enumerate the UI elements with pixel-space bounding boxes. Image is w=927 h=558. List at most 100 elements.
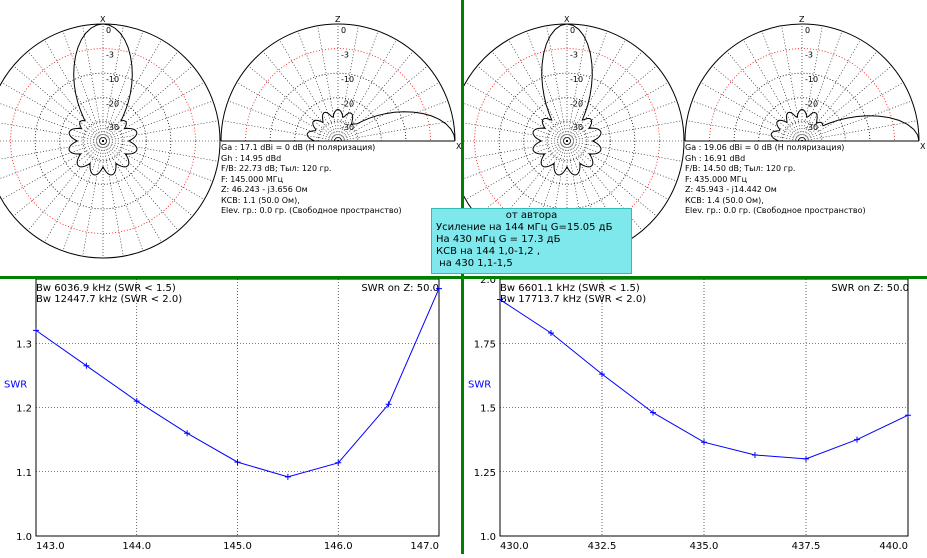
info-ksv: КСВ: 1.1 (50.0 Ом), bbox=[221, 195, 300, 205]
info-z: Z: 45.943 - j14.442 Ом bbox=[685, 185, 777, 194]
swr-data-point bbox=[548, 329, 554, 336]
pattern-panel-145: 0 -3 -10 -20 -30 X 0 -3 -10 -20 -30 Z X Ga : 17.1 d… bbox=[0, 0, 462, 276]
polar-level-label: -10 bbox=[106, 75, 119, 84]
info-fb: F/B: 14.50 dB; Тыл: 120 гр. bbox=[685, 164, 796, 173]
info-freq: F: 435.000 МГц bbox=[685, 174, 748, 184]
bandwidth-swr20: Bw 12447.7 kHz (SWR < 2.0) bbox=[36, 294, 183, 305]
info-block-145: Ga : 17.1 dBi = 0 dB (H поляризация) Gh … bbox=[221, 143, 402, 217]
x-tick-label: 147.0 bbox=[410, 541, 439, 552]
polar-spoke bbox=[456, 100, 568, 142]
y-tick-label: 1.5 bbox=[480, 404, 496, 415]
polar-ring bbox=[684, 23, 920, 142]
polar-spoke bbox=[566, 120, 683, 142]
x-tick-label: 146.0 bbox=[324, 541, 353, 552]
polar-spoke bbox=[566, 140, 683, 162]
polar-level-label: -20 bbox=[341, 100, 354, 109]
y-tick-label: 1.75 bbox=[474, 339, 496, 350]
x-tick-label: 143.0 bbox=[36, 541, 65, 552]
note-line: на 430 1,1-1,5 bbox=[436, 258, 513, 269]
polar-spoke bbox=[102, 140, 144, 252]
polar-spoke bbox=[451, 120, 568, 142]
elevation-plot-435: 0 -3 -10 -20 -30 Z X bbox=[684, 15, 926, 151]
polar-level-label: 0 bbox=[106, 26, 111, 35]
polar-axis-label: X bbox=[564, 15, 570, 24]
polar-level-label: -10 bbox=[805, 75, 818, 84]
polar-level-label: -30 bbox=[341, 123, 354, 132]
swr-panel-145: 143.0 144.0 145.0 146.0 147.0 1.0 1.1 1.2 1.3 SWR… bbox=[0, 278, 461, 554]
swr-data-point bbox=[33, 327, 39, 334]
polar-spoke bbox=[227, 100, 339, 142]
polar-level-label: 0 bbox=[341, 26, 346, 35]
info-freq: F: 145.000 МГц bbox=[221, 174, 284, 184]
y-tick-label: 1.1 bbox=[16, 468, 32, 479]
polar-spoke bbox=[337, 100, 449, 142]
polar-spoke bbox=[451, 140, 568, 162]
polar-axis-label: X bbox=[100, 15, 106, 24]
info-ksv: КСВ: 1.4 (50.0 Ом), bbox=[685, 195, 764, 205]
bandwidth-swr20: Bw 17713.7 kHz (SWR < 2.0) bbox=[500, 294, 647, 305]
swr-data-point bbox=[284, 473, 291, 480]
polar-spoke bbox=[0, 140, 104, 160]
polar-axis-label: Z bbox=[799, 15, 805, 24]
swr-series-line bbox=[35, 288, 440, 478]
polar-ring bbox=[498, 72, 636, 210]
note-line: КСВ на 144 1,0-1,2 , bbox=[436, 246, 541, 257]
swr-data-point bbox=[803, 455, 809, 462]
polar-spoke bbox=[102, 140, 124, 257]
polar-spoke bbox=[62, 30, 104, 142]
bandwidth-block: Bw 6601.1 kHz (SWR < 1.5) Bw 17713.7 kHz… bbox=[500, 283, 646, 305]
polar-ring bbox=[781, 120, 823, 142]
y-tick-label: 1.3 bbox=[16, 339, 32, 350]
bandwidth-swr15: Bw 6036.9 kHz (SWR < 1.5) bbox=[36, 283, 176, 294]
swr-data-point bbox=[83, 362, 90, 369]
pattern-curve bbox=[532, 23, 602, 176]
swr-data-point bbox=[385, 401, 392, 408]
polar-ring bbox=[317, 120, 359, 142]
bandwidth-block: Bw 6036.9 kHz (SWR < 1.5) Bw 12447.7 kHz… bbox=[36, 283, 182, 305]
info-elev: Elev. гр.: 0.0 гр. (Свободное пространст… bbox=[685, 206, 866, 215]
pattern-curve bbox=[770, 108, 920, 142]
polar-spoke bbox=[761, 30, 803, 142]
bandwidth-swr15: Bw 6601.1 kHz (SWR < 1.5) bbox=[500, 283, 640, 294]
plot-frame bbox=[499, 278, 909, 537]
polar-spoke bbox=[82, 25, 104, 142]
pattern-curve bbox=[68, 23, 138, 176]
plot-frame bbox=[35, 278, 440, 537]
swr-data-point bbox=[752, 452, 758, 459]
info-fb: F/B: 22.73 dB; Тыл: 120 гр. bbox=[221, 164, 332, 173]
polar-level-label: -30 bbox=[106, 123, 119, 132]
polar-spoke bbox=[526, 30, 568, 142]
polar-level-label: -3 bbox=[106, 51, 114, 60]
polar-level-label: -20 bbox=[106, 100, 119, 109]
info-gh: Gh : 16.91 dBd bbox=[685, 153, 746, 163]
swr-chart-145: 143.0 144.0 145.0 146.0 147.0 1.0 1.1 1.2 1.3 SWR bbox=[4, 278, 442, 552]
polar-level-label: -3 bbox=[805, 51, 813, 60]
polar-ring bbox=[245, 48, 431, 142]
x-tick-label: 435.0 bbox=[690, 541, 719, 552]
polar-level-label: -10 bbox=[570, 75, 583, 84]
author-note: от автора Усиление на 144 мГц G=15.05 дБ… bbox=[431, 208, 632, 274]
polar-spoke bbox=[62, 140, 104, 252]
polar-spoke bbox=[317, 25, 339, 142]
polar-spoke bbox=[0, 140, 104, 179]
info-block-435: Ga : 19.06 dBi = 0 dB (H поляризация) Gh… bbox=[685, 143, 866, 217]
polar-spoke bbox=[801, 100, 913, 142]
note-line: Усиление на 144 мГц G=15.05 дБ bbox=[436, 222, 613, 233]
info-elev: Elev. гр.: 0.0 гр. (Свободное пространст… bbox=[221, 206, 402, 215]
pattern-svg-145: 0 -3 -10 -20 -30 X 0 -3 -10 -20 -30 Z X bbox=[0, 15, 462, 259]
polar-spoke bbox=[0, 103, 104, 142]
polar-spoke bbox=[102, 140, 219, 162]
x-tick-label: 432.5 bbox=[588, 541, 617, 552]
y-tick-label: 1.0 bbox=[16, 532, 32, 543]
polar-level-label: 0 bbox=[570, 26, 575, 35]
polar-spoke bbox=[686, 120, 803, 142]
polar-spoke bbox=[691, 100, 803, 142]
swr-z-label: SWR on Z: 50.0 bbox=[361, 283, 439, 294]
y-tick-label: 1.0 bbox=[480, 532, 496, 543]
polar-level-label: -20 bbox=[570, 100, 583, 109]
x-tick-label: 440.0 bbox=[879, 541, 908, 552]
elevation-plot-145: 0 -3 -10 -20 -30 Z X bbox=[220, 15, 462, 151]
polar-spoke bbox=[781, 25, 803, 142]
x-tick-label: 144.0 bbox=[122, 541, 151, 552]
swr-data-point bbox=[701, 439, 707, 446]
